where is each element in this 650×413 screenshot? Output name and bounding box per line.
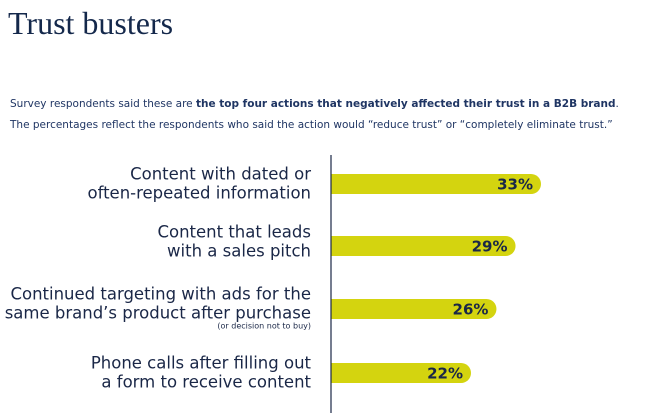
category-label: Content that leads [157,223,311,242]
category-label: Continued targeting with ads for the [10,285,311,304]
annotation: (or decision not to buy) [217,322,311,331]
subtitle-emphasis: the top four actions that negatively aff… [196,98,616,110]
bar [331,363,471,383]
value-label: 26% [453,301,489,319]
category-label: a form to receive content [101,373,311,392]
value-label: 29% [472,238,508,256]
subtitle-text: . [616,98,619,110]
category-label: with a sales pitch [167,242,311,261]
value-label: 33% [497,176,533,194]
subtitle-line: The percentages reflect the respondents … [9,119,613,131]
subtitle-line: Survey respondents said these are the to… [10,98,619,110]
bar [331,174,541,194]
category-label: Content with dated or [130,165,311,184]
category-label: same brand’s product after purchase [5,304,311,323]
category-label: often-repeated information [87,184,311,203]
subtitle-text: The percentages reflect the respondents … [9,119,613,131]
bar [331,299,497,319]
value-label: 22% [427,365,463,383]
subtitle-text: Survey respondents said these are [10,98,196,110]
bar [331,236,516,256]
chart-title: Trust busters [8,5,173,41]
category-label: Phone calls after filling out [91,354,312,373]
